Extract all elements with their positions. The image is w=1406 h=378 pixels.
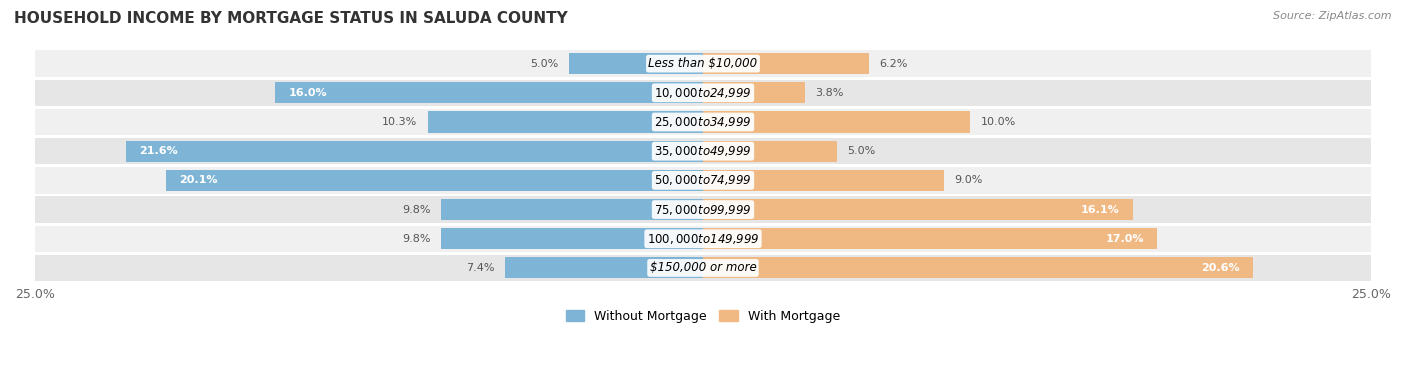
Text: 17.0%: 17.0%: [1105, 234, 1144, 244]
Bar: [441, 199, 703, 220]
Text: 9.0%: 9.0%: [955, 175, 983, 185]
Text: 9.8%: 9.8%: [402, 204, 430, 215]
Bar: [703, 257, 1254, 279]
Text: 5.0%: 5.0%: [848, 146, 876, 156]
Text: 20.1%: 20.1%: [179, 175, 218, 185]
Text: HOUSEHOLD INCOME BY MORTGAGE STATUS IN SALUDA COUNTY: HOUSEHOLD INCOME BY MORTGAGE STATUS IN S…: [14, 11, 568, 26]
Text: $100,000 to $149,999: $100,000 to $149,999: [647, 232, 759, 246]
Bar: [35, 80, 1371, 106]
Bar: [166, 170, 703, 191]
Bar: [703, 170, 943, 191]
Bar: [703, 141, 837, 162]
Bar: [569, 53, 703, 74]
Text: 16.1%: 16.1%: [1081, 204, 1119, 215]
Text: $10,000 to $24,999: $10,000 to $24,999: [654, 86, 752, 100]
Text: Source: ZipAtlas.com: Source: ZipAtlas.com: [1274, 11, 1392, 21]
Bar: [427, 112, 703, 133]
Text: 10.3%: 10.3%: [382, 117, 418, 127]
Bar: [703, 199, 1133, 220]
Text: 6.2%: 6.2%: [879, 59, 908, 69]
Text: $50,000 to $74,999: $50,000 to $74,999: [654, 174, 752, 187]
Bar: [35, 167, 1371, 194]
Bar: [703, 82, 804, 103]
Text: $25,000 to $34,999: $25,000 to $34,999: [654, 115, 752, 129]
Bar: [125, 141, 703, 162]
Text: $75,000 to $99,999: $75,000 to $99,999: [654, 203, 752, 217]
Bar: [35, 197, 1371, 223]
Text: 7.4%: 7.4%: [465, 263, 495, 273]
Bar: [35, 109, 1371, 135]
Text: 5.0%: 5.0%: [530, 59, 558, 69]
Legend: Without Mortgage, With Mortgage: Without Mortgage, With Mortgage: [561, 305, 845, 328]
Text: 16.0%: 16.0%: [288, 88, 328, 98]
Text: Less than $10,000: Less than $10,000: [648, 57, 758, 70]
Bar: [441, 228, 703, 249]
Bar: [276, 82, 703, 103]
Text: 20.6%: 20.6%: [1202, 263, 1240, 273]
Bar: [35, 138, 1371, 164]
Bar: [35, 51, 1371, 77]
Text: 10.0%: 10.0%: [981, 117, 1017, 127]
Bar: [703, 112, 970, 133]
Text: 3.8%: 3.8%: [815, 88, 844, 98]
Bar: [703, 53, 869, 74]
Text: $150,000 or more: $150,000 or more: [650, 262, 756, 274]
Bar: [35, 255, 1371, 281]
Bar: [35, 226, 1371, 252]
Text: $35,000 to $49,999: $35,000 to $49,999: [654, 144, 752, 158]
Text: 9.8%: 9.8%: [402, 234, 430, 244]
Bar: [505, 257, 703, 279]
Bar: [703, 228, 1157, 249]
Text: 21.6%: 21.6%: [139, 146, 179, 156]
